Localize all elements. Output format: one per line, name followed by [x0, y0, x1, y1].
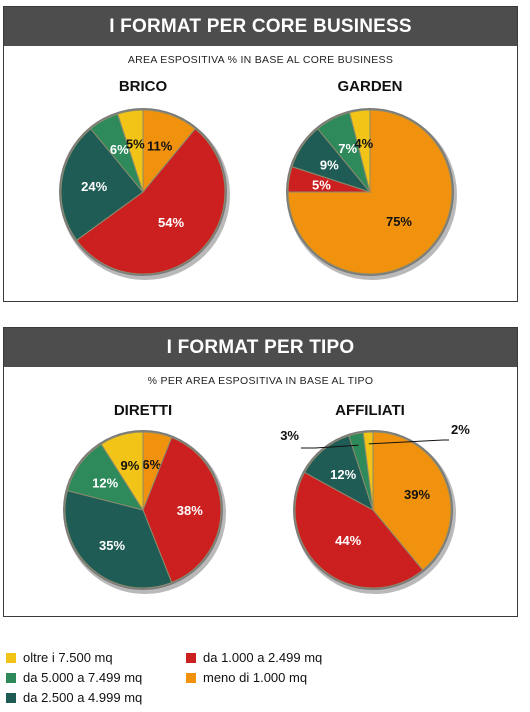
chart-title-diretti: DIRETTI: [113, 402, 173, 419]
legend-swatch: [186, 673, 196, 683]
data-label-da5000: 6%: [110, 142, 129, 157]
leader-line: [301, 444, 359, 449]
legend-item-da1000: da 1.000 a 2.499 mq: [186, 650, 322, 665]
pie-slice-oltre: [100, 431, 144, 512]
data-label-meno: 11%: [147, 139, 173, 154]
legend-label: da 2.500 a 4.999 mq: [23, 690, 143, 705]
data-label-da2500: 9%: [320, 157, 339, 172]
data-label-meno: 6%: [142, 457, 161, 472]
data-label-oltre: 9%: [121, 458, 140, 473]
data-label-da5000: 12%: [92, 475, 118, 490]
data-label-meno: 75%: [386, 214, 412, 229]
pie-slice-da1000: [294, 471, 424, 589]
data-label-da1000: 54%: [158, 215, 184, 230]
data-label-oltre: 2%: [451, 422, 470, 437]
leader-line: [368, 439, 449, 445]
pie-slice-oltre: [362, 431, 374, 511]
legend-swatch: [6, 653, 16, 663]
pie-slice-da2500: [64, 489, 173, 589]
legend-swatch: [6, 693, 16, 703]
data-label-oltre: 4%: [354, 136, 373, 151]
legend-item-da2500: da 2.500 a 4.999 mq: [6, 690, 142, 705]
legend-item-oltre: oltre i 7.500 mq: [6, 650, 113, 665]
data-label-da5000: 3%: [280, 428, 299, 443]
legend-item-meno: meno di 1.000 mq: [186, 670, 307, 685]
data-label-da1000: 44%: [335, 533, 361, 548]
data-label-meno: 39%: [404, 487, 430, 502]
data-label-da2500: 35%: [99, 538, 125, 553]
panel-subtitle: % PER AREA ESPOSITIVA IN BASE AL TIPO: [147, 375, 374, 387]
data-label-oltre: 5%: [126, 136, 145, 151]
data-label-da5000: 7%: [338, 141, 357, 156]
panel-subtitle: AREA ESPOSITIVA % IN BASE AL CORE BUSINE…: [127, 54, 394, 66]
pie-slice-oltre: [348, 109, 371, 193]
legend-label: meno di 1.000 mq: [203, 670, 308, 685]
chart-title-brico: BRICO: [118, 78, 168, 95]
data-label-da1000: 5%: [312, 177, 331, 192]
pie-slice-oltre: [117, 109, 144, 193]
legend-swatch: [186, 653, 196, 663]
pie-slice-meno: [287, 109, 453, 275]
legend-swatch: [6, 673, 16, 683]
chart-title-affiliati: AFFILIATI: [335, 402, 405, 419]
data-label-da2500: 24%: [81, 179, 107, 194]
data-label-da2500: 12%: [330, 467, 356, 482]
legend-label: oltre i 7.500 mq: [23, 650, 113, 665]
data-label-da1000: 38%: [177, 503, 203, 518]
legend-item-da5000: da 5.000 a 7.499 mq: [6, 670, 142, 685]
panel-title: I FORMAT PER CORE BUSINESS: [4, 7, 517, 46]
pie-slice-da1000: [142, 436, 222, 584]
pie-slice-da1000: [75, 128, 226, 275]
pie-slice-meno: [372, 431, 452, 571]
panel-title: I FORMAT PER TIPO: [4, 328, 517, 367]
pie-slice-da2500: [60, 128, 144, 241]
legend: oltre i 7.500 mq da 5.000 a 7.499 mq da …: [6, 650, 526, 710]
legend-label: da 5.000 a 7.499 mq: [23, 670, 143, 685]
legend-label: da 1.000 a 2.499 mq: [203, 650, 323, 665]
chart-title-garden: GARDEN: [337, 78, 403, 95]
